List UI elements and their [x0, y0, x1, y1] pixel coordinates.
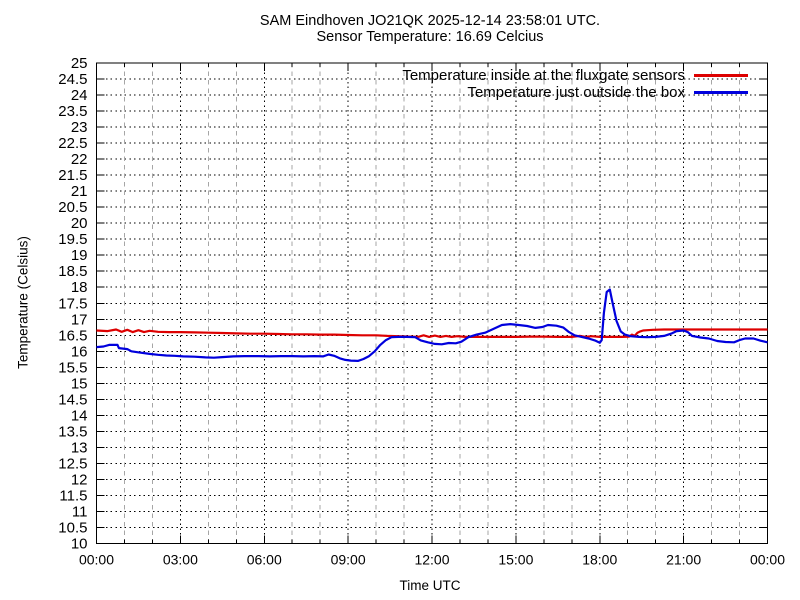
- legend: Temperature inside at the fluxgate senso…: [402, 67, 748, 101]
- y-tick-label: 10.5: [58, 519, 87, 536]
- y-tick-label: 13: [71, 439, 88, 456]
- x-tick-label: 00:00: [750, 552, 785, 568]
- y-tick-label: 11: [72, 503, 88, 520]
- x-tick-label: 15:00: [498, 552, 533, 568]
- legend-key-blue-line: [694, 91, 748, 94]
- legend-item-inside: Temperature inside at the fluxgate senso…: [402, 67, 748, 84]
- chart-title: SAM Eindhoven JO21QK 2025-12-14 23:58:01…: [259, 13, 601, 29]
- x-tick-label: 21:00: [666, 552, 701, 568]
- y-tick-label: 14.5: [58, 391, 87, 408]
- y-tick-label: 20: [71, 215, 88, 232]
- y-tick-label: 21: [71, 183, 88, 200]
- y-tick-label: 18.5: [58, 263, 87, 280]
- y-tick-label: 15: [71, 375, 88, 392]
- y-tick-label: 22.5: [58, 135, 87, 152]
- y-tick-label: 11.5: [59, 487, 87, 504]
- x-tick-label: 03:00: [163, 552, 198, 568]
- legend-label-inside: Temperature inside at the fluxgate senso…: [402, 67, 685, 84]
- y-tick-label: 23.5: [58, 103, 87, 120]
- y-tick-label: 23: [71, 119, 88, 136]
- y-tick-label: 24.5: [58, 71, 87, 88]
- y-tick-label: 16.5: [58, 327, 87, 344]
- series-outside-line: [96, 288, 768, 362]
- y-axis-label: Temperature (Celsius): [15, 236, 31, 369]
- x-tick-label: 00:00: [79, 552, 114, 568]
- y-tick-label: 22: [71, 151, 88, 168]
- legend-label-outside: Temperature just outside the box: [467, 84, 685, 101]
- y-tick-label: 18: [71, 279, 88, 296]
- y-tick-label: 25: [71, 55, 88, 72]
- y-tick-label: 10: [71, 536, 88, 553]
- y-tick-label: 15.5: [58, 359, 87, 376]
- y-tick-label: 12: [71, 471, 88, 488]
- x-tick-label: 06:00: [247, 552, 282, 568]
- x-tick-label: 09:00: [331, 552, 366, 568]
- y-tick-label: 24: [71, 87, 88, 104]
- y-tick-label: 14: [71, 407, 88, 424]
- y-tick-label: 19.5: [58, 231, 87, 248]
- x-axis-label: Time UTC: [399, 578, 461, 593]
- x-tick-label: 12:00: [414, 552, 449, 568]
- y-tick-label: 20.5: [58, 199, 87, 216]
- y-tick-label: 17.5: [58, 295, 87, 312]
- y-tick-label: 13.5: [58, 423, 87, 440]
- legend-item-outside: Temperature just outside the box: [402, 84, 748, 101]
- legend-key-red-line: [694, 74, 748, 77]
- x-tick-label: 18:00: [582, 552, 617, 568]
- y-tick-label: 21.5: [58, 167, 87, 184]
- y-tick-label: 12.5: [58, 455, 87, 472]
- chart-title-block: SAM Eindhoven JO21QK 2025-12-14 23:58:01…: [60, 13, 800, 45]
- y-tick-label: 17: [71, 311, 88, 328]
- series-inside-line: [96, 328, 768, 338]
- y-tick-label: 19: [71, 247, 88, 264]
- y-tick-label: 16: [71, 343, 88, 360]
- chart-subtitle: Sensor Temperature: 16.69 Celcius: [316, 29, 544, 45]
